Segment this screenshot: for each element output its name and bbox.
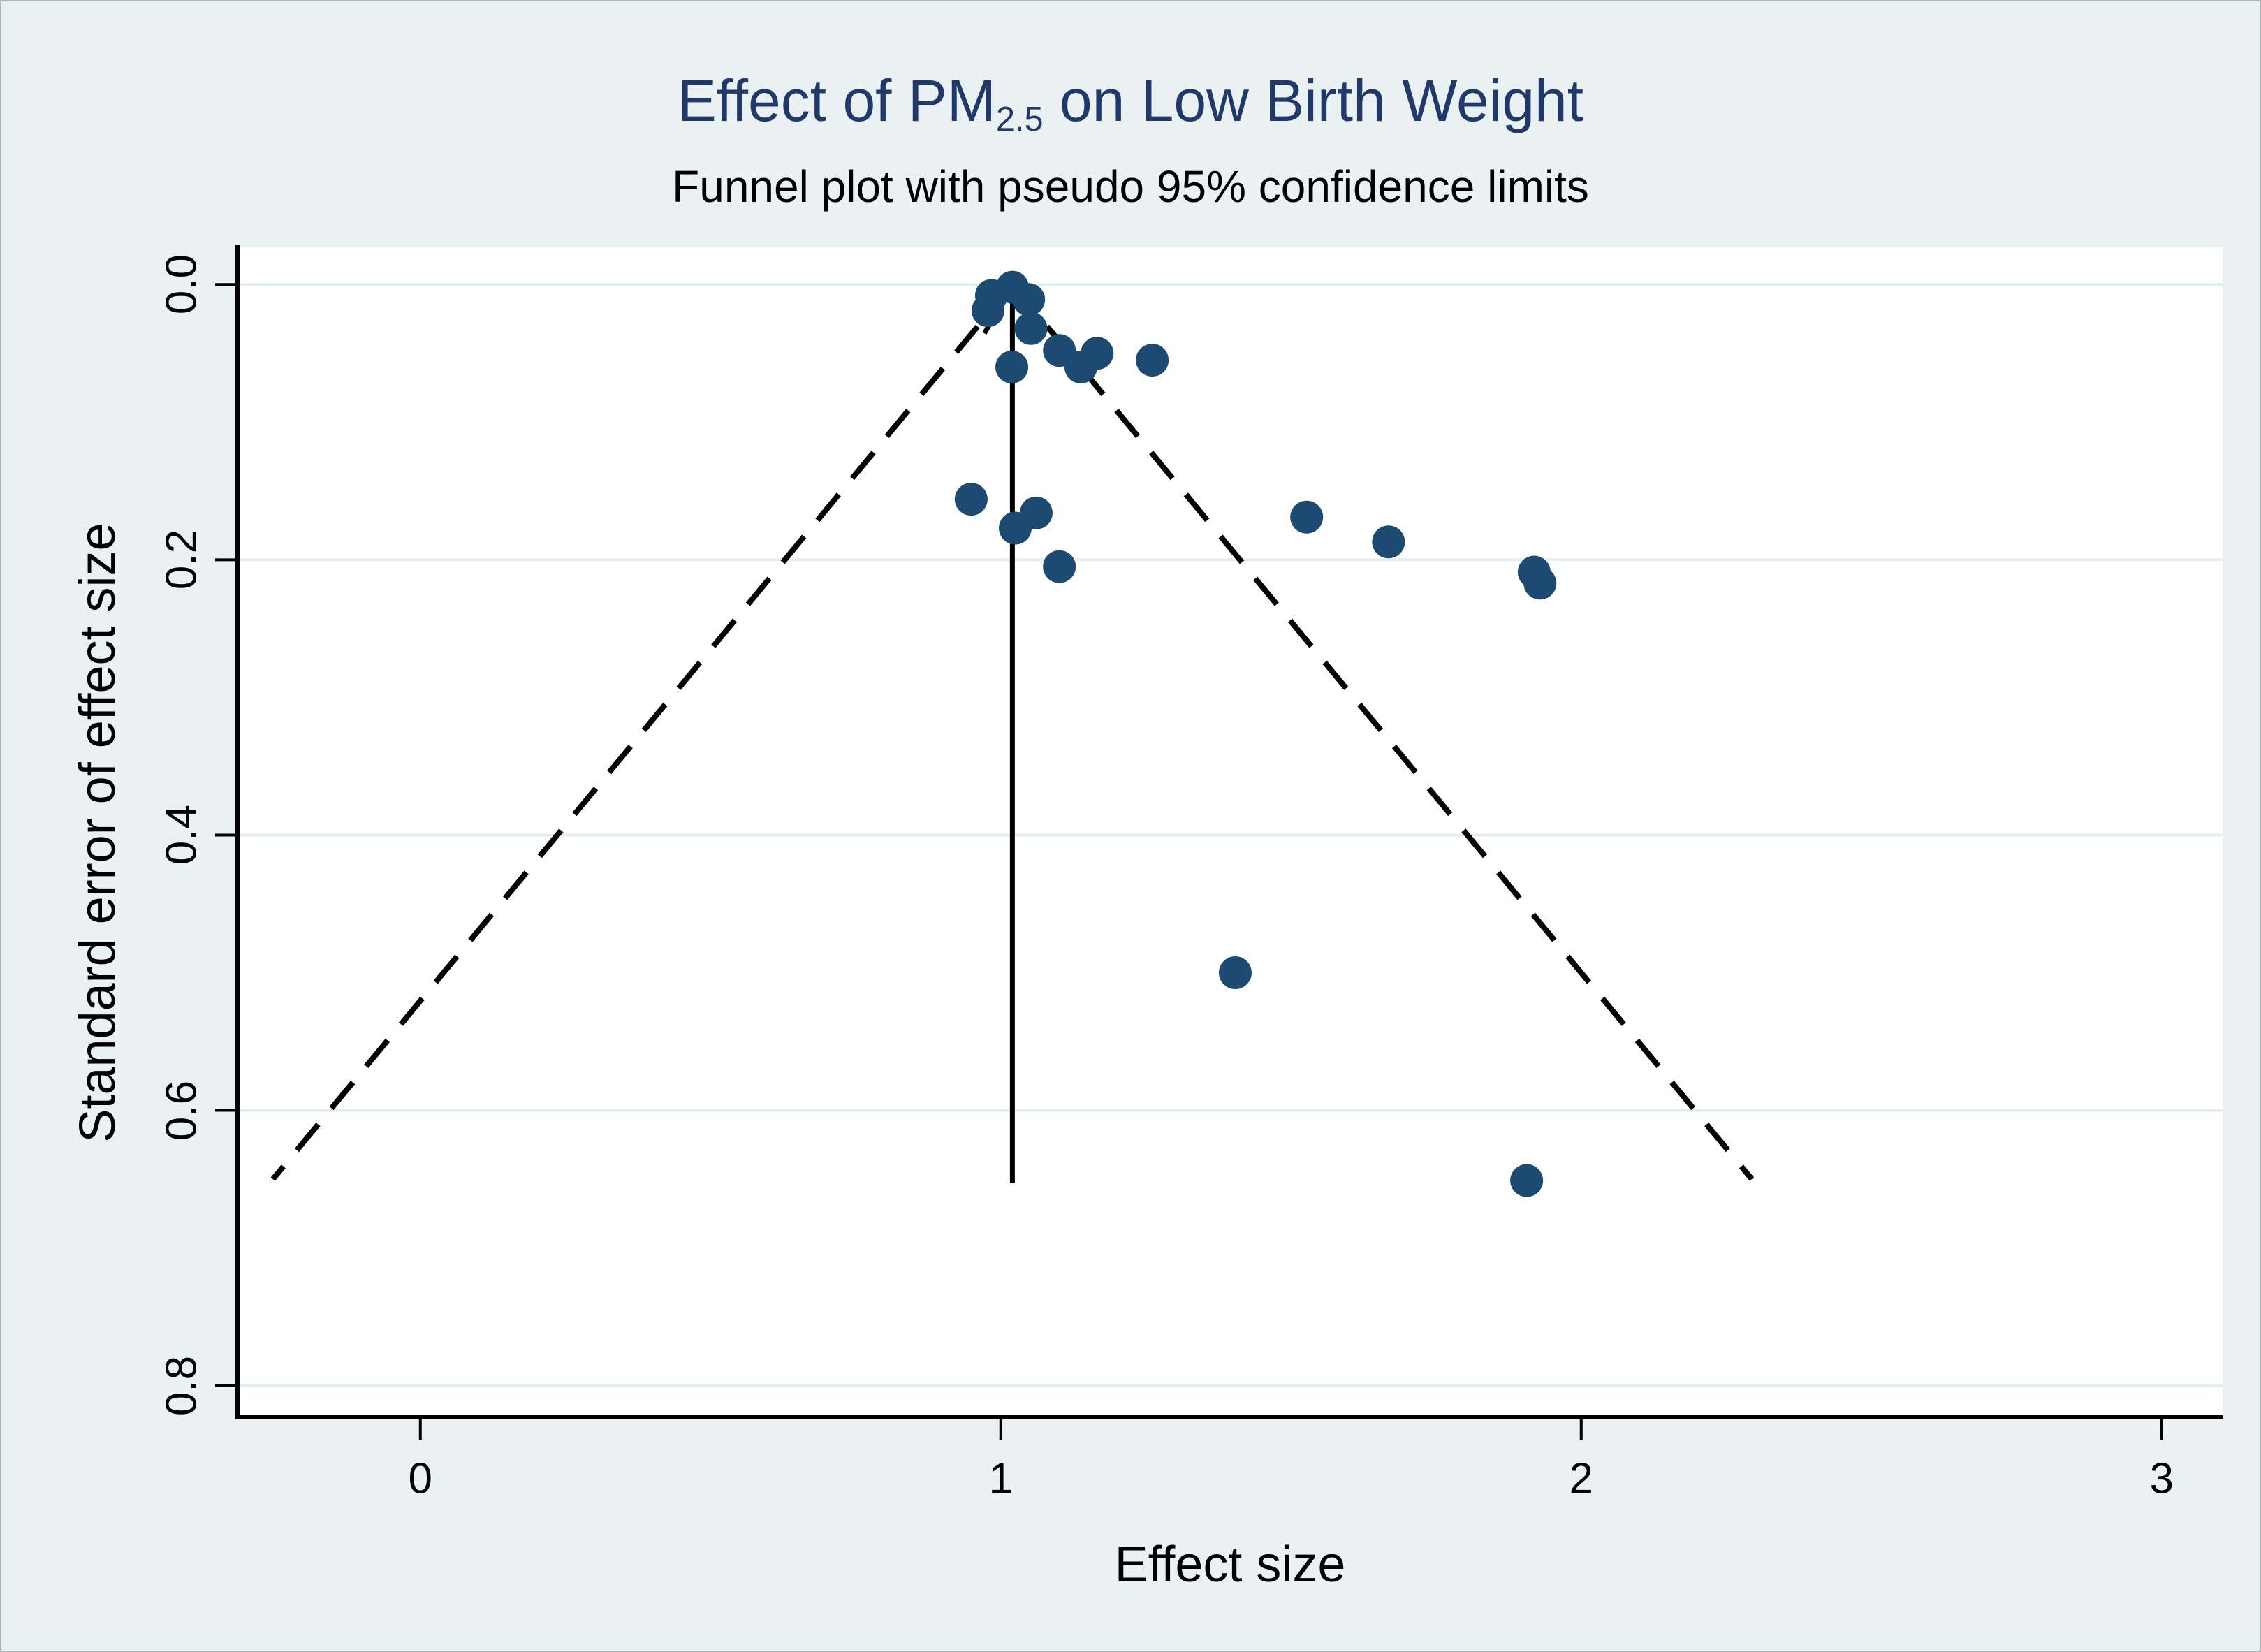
data-point (1510, 1164, 1544, 1197)
y-tick-label-0.8: 0.8 (157, 1355, 206, 1416)
x-tick-label-3: 3 (2149, 1454, 2174, 1503)
data-point (995, 350, 1029, 383)
data-point (954, 483, 988, 516)
data-point (1014, 312, 1048, 345)
x-axis-title: Effect size (1114, 1537, 1346, 1593)
x-tick-label-0: 0 (408, 1454, 432, 1503)
y-axis-title: Standard error of effect size (70, 522, 126, 1143)
data-point (1081, 337, 1114, 370)
x-tick-label-1: 1 (988, 1454, 1013, 1503)
x-tick-label-2: 2 (1569, 1454, 1593, 1503)
data-point (1372, 525, 1405, 559)
data-point (1523, 566, 1557, 600)
data-point (1218, 956, 1252, 989)
data-point (1019, 496, 1053, 529)
plot-area (237, 247, 2223, 1417)
chart-title-subscript: 2.5 (995, 100, 1044, 138)
chart-title-suffix: on Low Birth Weight (1043, 68, 1584, 133)
data-point (1290, 500, 1324, 534)
data-point (1043, 550, 1076, 583)
data-point (971, 294, 1004, 328)
y-tick-label-0.6: 0.6 (157, 1080, 206, 1141)
data-point (1136, 344, 1169, 377)
data-point (1012, 283, 1046, 316)
chart-title-prefix: Effect of PM (677, 68, 996, 133)
chart-subtitle: Funnel plot with pseudo 95% confidence l… (672, 161, 1589, 212)
y-tick-label-0.4: 0.4 (157, 805, 206, 865)
chart-title: Effect of PM2.5 on Low Birth Weight (1, 68, 2260, 138)
funnel-limit-right (1010, 282, 1755, 1181)
y-tick-label-0.2: 0.2 (157, 529, 206, 590)
funnel-limit-left (270, 282, 1015, 1181)
y-tick-label-0.0: 0.0 (157, 254, 206, 315)
